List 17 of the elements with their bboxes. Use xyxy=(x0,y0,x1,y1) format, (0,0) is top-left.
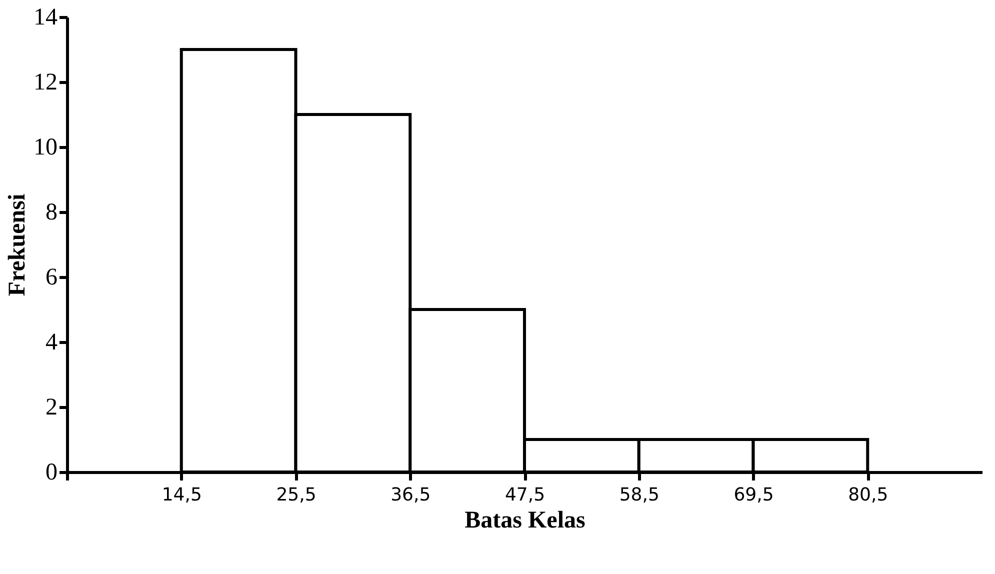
y-tick-label: 8 xyxy=(46,200,58,226)
x-axis-title: Batas Kelas xyxy=(464,508,586,534)
y-tick-label: 0 xyxy=(46,460,58,486)
x-tick-label: 80,5 xyxy=(848,484,888,506)
y-tick-label: 6 xyxy=(46,264,58,290)
y-tick-label: 14 xyxy=(34,4,58,30)
x-tick-label: 58,5 xyxy=(619,484,660,506)
x-tick-label: 47,5 xyxy=(504,484,546,506)
x-tick-label: 69,5 xyxy=(734,484,774,506)
y-axis-title: Frekuensi xyxy=(4,194,30,296)
y-tick-label: 2 xyxy=(46,394,58,420)
x-tick-label: 14,5 xyxy=(162,484,202,506)
x-tick-label: 25,5 xyxy=(276,484,316,506)
y-tick-label: 4 xyxy=(46,330,58,356)
y-tick-label: 12 xyxy=(34,70,58,96)
x-tick-label: 36,5 xyxy=(390,484,431,506)
y-tick-label: 10 xyxy=(34,134,58,160)
